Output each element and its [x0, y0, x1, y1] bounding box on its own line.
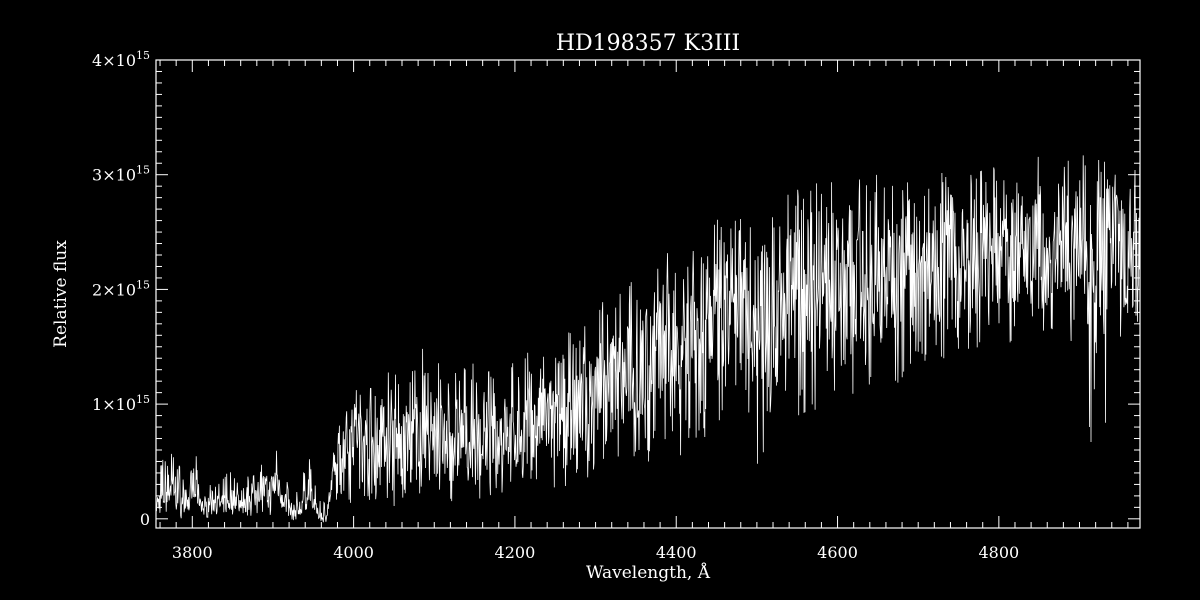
plot-frame — [155, 59, 1141, 529]
y-tick-label: 4×1015 — [92, 49, 150, 70]
x-tick-label: 4800 — [978, 543, 1019, 562]
y-tick-label: 0 — [140, 510, 150, 529]
y-tick-label: 1×1015 — [92, 393, 150, 414]
y-tick-label: 2×1015 — [92, 278, 150, 299]
y-tick-labels: 0 1×1015 2×1015 3×1015 4×1015 — [92, 49, 150, 529]
y-axis-label: Relative flux — [51, 240, 71, 348]
chart-title: HD198357 K3III — [556, 31, 740, 56]
x-tick-label: 3800 — [172, 543, 213, 562]
x-axis-label: Wavelength, Å — [586, 562, 711, 583]
x-tick-labels: 3800 4000 4200 4400 4600 4800 — [172, 543, 1019, 562]
flux-series-line — [155, 155, 1141, 523]
y-tick-label: 3×1015 — [92, 164, 150, 185]
x-tick-label: 4200 — [495, 543, 536, 562]
x-tick-label: 4400 — [656, 543, 697, 562]
x-tick-label: 4000 — [333, 543, 374, 562]
x-tick-label: 4600 — [817, 543, 858, 562]
